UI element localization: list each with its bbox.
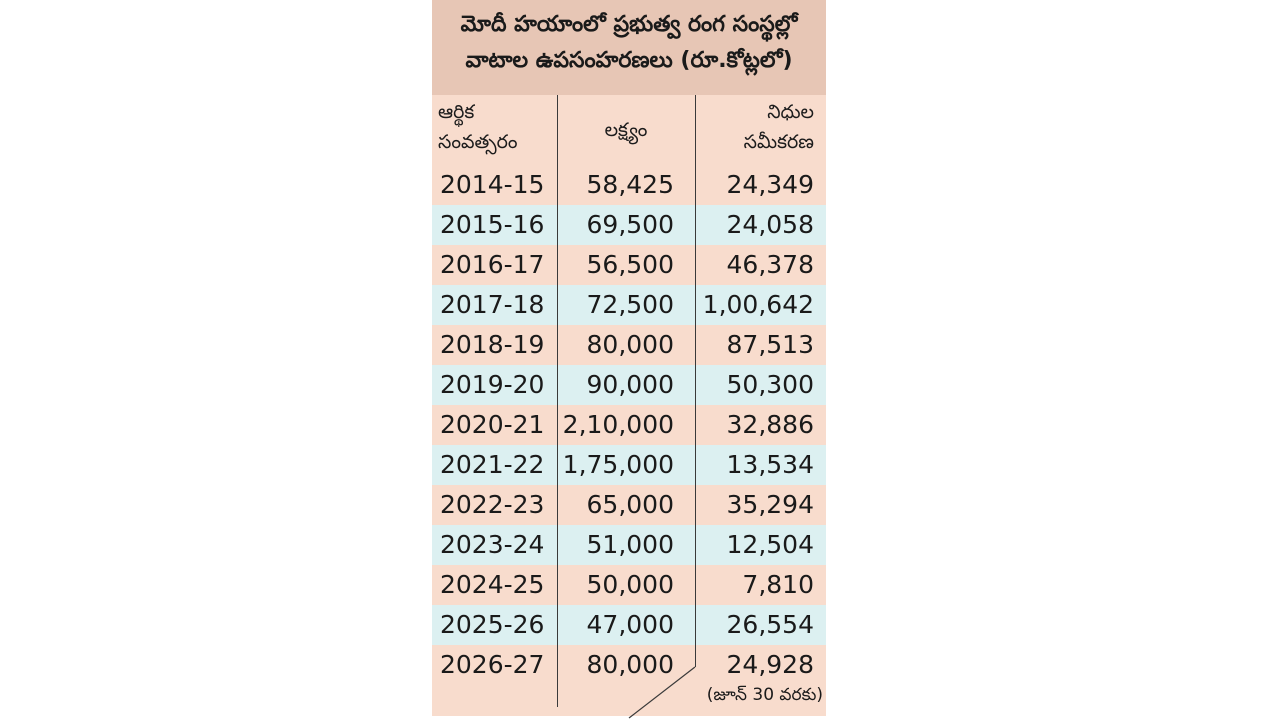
header-fiscal-year-line-1: ఆర్థిక	[438, 101, 475, 123]
table-row: 2025-26 47,000 26,554	[432, 605, 826, 645]
cell-fiscal-year: 2016-17	[440, 250, 545, 279]
table-row: 2023-24 51,000 12,504	[432, 525, 826, 565]
cell-funds-raised: 1,00,642	[702, 290, 814, 319]
header-fiscal-year: ఆర్థిక సంవత్సరం	[438, 97, 558, 157]
cell-funds-raised: 24,058	[726, 210, 814, 239]
cell-target: 2,10,000	[562, 410, 674, 439]
table-row: 2026-27 80,000 24,928	[432, 645, 826, 685]
cell-fiscal-year: 2021-22	[440, 450, 545, 479]
cell-target: 1,75,000	[562, 450, 674, 479]
cell-fiscal-year: 2023-24	[440, 530, 545, 559]
table-row: 2020-21 2,10,000 32,886	[432, 405, 826, 445]
table-header: ఆర్థిక సంవత్సరం లక్ష్యం నిధుల సమీకరణ	[432, 95, 826, 165]
cell-target: 65,000	[586, 490, 674, 519]
title-line-1: మోదీ హయాంలో ప్రభుత్వ రంగ సంస్థల్లో	[460, 12, 798, 37]
cell-funds-raised: 24,928	[726, 650, 814, 679]
footnote-pointer-line	[628, 666, 696, 719]
cell-fiscal-year: 2024-25	[440, 570, 545, 599]
disinvestment-table-card: మోదీ హయాంలో ప్రభుత్వ రంగ సంస్థల్లో వాటాల…	[432, 0, 826, 719]
cell-fiscal-year: 2014-15	[440, 170, 545, 199]
cell-funds-raised: 26,554	[726, 610, 814, 639]
table-row: 2017-18 72,500 1,00,642	[432, 285, 826, 325]
cell-funds-raised: 87,513	[726, 330, 814, 359]
cell-target: 69,500	[586, 210, 674, 239]
table-title: మోదీ హయాంలో ప్రభుత్వ రంగ సంస్థల్లో వాటాల…	[432, 0, 826, 95]
cell-target: 47,000	[586, 610, 674, 639]
cell-fiscal-year: 2022-23	[440, 490, 545, 519]
cell-fiscal-year: 2026-27	[440, 650, 545, 679]
header-fiscal-year-line-2: సంవత్సరం	[438, 131, 518, 153]
cell-target: 80,000	[586, 330, 674, 359]
cell-fiscal-year: 2015-16	[440, 210, 545, 239]
table-row: 2018-19 80,000 87,513	[432, 325, 826, 365]
cell-target: 72,500	[586, 290, 674, 319]
table-row: 2024-25 50,000 7,810	[432, 565, 826, 605]
header-funds-raised-line-1: నిధుల	[767, 101, 814, 123]
table-row: 2022-23 65,000 35,294	[432, 485, 826, 525]
cell-funds-raised: 24,349	[726, 170, 814, 199]
column-divider-1	[557, 95, 558, 707]
cell-target: 58,425	[586, 170, 674, 199]
table-row: 2016-17 56,500 46,378	[432, 245, 826, 285]
title-line-2: వాటాల ఉపసంహరణలు (రూ.కోట్లలో)	[465, 48, 793, 73]
table-row: 2015-16 69,500 24,058	[432, 205, 826, 245]
header-target: లక్ష్యం	[604, 119, 648, 141]
cell-fiscal-year: 2018-19	[440, 330, 545, 359]
table-row: 2019-20 90,000 50,300	[432, 365, 826, 405]
cell-funds-raised: 35,294	[726, 490, 814, 519]
cell-funds-raised: 46,378	[726, 250, 814, 279]
cell-fiscal-year: 2017-18	[440, 290, 545, 319]
footnote: (జూన్ 30 వరకు)	[706, 685, 823, 705]
table-body: 2014-15 58,425 24,349 2015-16 69,500 24,058 20…	[432, 165, 826, 685]
cell-target: 90,000	[586, 370, 674, 399]
cell-funds-raised: 50,300	[726, 370, 814, 399]
cell-target: 50,000	[586, 570, 674, 599]
cell-target: 51,000	[586, 530, 674, 559]
cell-funds-raised: 32,886	[726, 410, 814, 439]
cell-funds-raised: 7,810	[742, 570, 814, 599]
header-funds-raised-line-2: సమీకరణ	[743, 131, 814, 153]
cell-fiscal-year: 2019-20	[440, 370, 545, 399]
cell-target: 80,000	[586, 650, 674, 679]
table-row: 2014-15 58,425 24,349	[432, 165, 826, 205]
cell-funds-raised: 13,534	[726, 450, 814, 479]
cell-fiscal-year: 2020-21	[440, 410, 545, 439]
table-row: 2021-22 1,75,000 13,534	[432, 445, 826, 485]
cell-fiscal-year: 2025-26	[440, 610, 545, 639]
cell-target: 56,500	[586, 250, 674, 279]
cell-funds-raised: 12,504	[726, 530, 814, 559]
header-funds-raised: నిధుల సమీకరణ	[694, 97, 814, 157]
column-divider-2	[695, 95, 696, 667]
